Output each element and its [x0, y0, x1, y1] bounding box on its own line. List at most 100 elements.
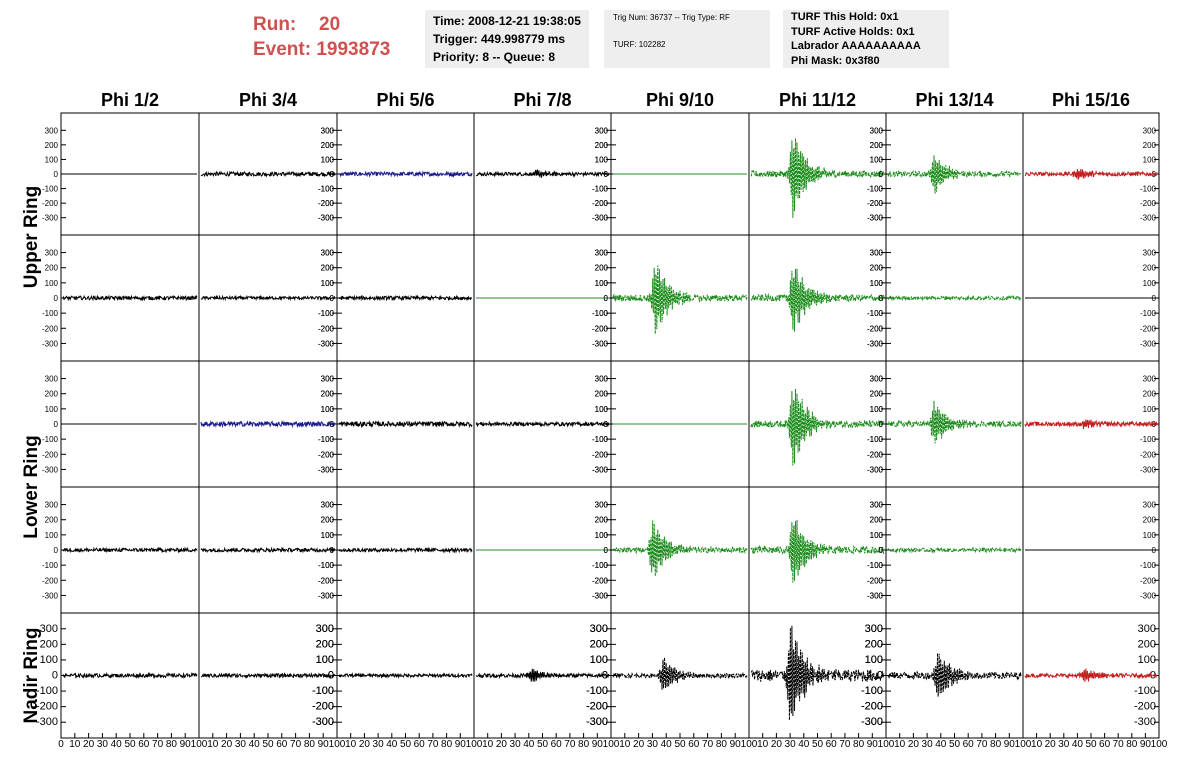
y-tick-label: -200	[592, 324, 609, 333]
y-tick-label: 200	[595, 516, 609, 525]
y-tick-label: 100	[595, 155, 609, 164]
y-tick-label: -100	[867, 435, 884, 444]
x-tick-label: 80	[990, 739, 1002, 750]
y-tick-label: 200	[321, 390, 335, 399]
x-tick-label: 70	[1113, 739, 1125, 750]
y-tick-label: -100	[867, 309, 884, 318]
column-header: Phi 7/8	[513, 90, 571, 110]
x-tick-label: 60	[276, 739, 288, 750]
waveform-trace	[612, 520, 748, 577]
waveform-trace	[338, 546, 473, 554]
waveform-trace	[887, 155, 1022, 194]
waveform-trace	[887, 546, 1022, 554]
waveform-trace	[200, 420, 336, 429]
x-tick-label: 60	[826, 739, 838, 750]
y-tick-label: -200	[867, 324, 884, 333]
y-tick-label: -200	[592, 576, 609, 585]
y-tick-label: 0	[604, 170, 609, 179]
y-tick-label: 200	[1143, 141, 1157, 150]
y-tick-label: -200	[867, 450, 884, 459]
y-tick-label: -300	[592, 214, 609, 223]
y-tick-label: -300	[861, 716, 883, 728]
y-tick-label: 100	[595, 405, 609, 414]
y-tick-label: 100	[590, 654, 608, 666]
y-tick-label: 100	[45, 405, 59, 414]
y-tick-label: 200	[595, 390, 609, 399]
y-tick-label: -100	[867, 309, 884, 318]
x-tick-label: 50	[400, 739, 412, 750]
time-info-box: Time: 2008-12-21 19:38:05 Trigger: 449.9…	[425, 10, 589, 68]
trigger-text: Trigger: 449.998779 ms	[433, 32, 566, 46]
y-tick-label: 0	[54, 170, 59, 179]
y-tick-label: 300	[870, 375, 884, 384]
y-tick-label: 300	[595, 249, 609, 258]
y-tick-label: 0	[54, 294, 59, 303]
y-tick-label: 200	[1138, 638, 1156, 650]
waveform-trace	[750, 519, 885, 583]
y-tick-label: -200	[318, 324, 335, 333]
y-tick-label: -200	[318, 199, 335, 208]
y-tick-label: -200	[318, 450, 335, 459]
y-tick-label: -100	[592, 309, 609, 318]
column-header: Phi 3/4	[239, 90, 297, 110]
y-tick-label: 100	[870, 155, 884, 164]
y-tick-label: -200	[586, 701, 608, 713]
y-tick-label: -300	[318, 591, 335, 600]
x-tick-label: 60	[1099, 739, 1111, 750]
y-tick-label: 100	[321, 155, 335, 164]
y-tick-label: -200	[592, 576, 609, 585]
waveform-trace	[887, 400, 1022, 444]
y-tick-label: -100	[586, 685, 608, 697]
y-tick-label: 300	[321, 375, 335, 384]
y-tick-label: -200	[36, 701, 58, 713]
y-tick-label: 100	[870, 279, 884, 288]
y-tick-label: 100	[316, 654, 334, 666]
x-tick-label: 30	[97, 739, 109, 750]
x-tick-label: 40	[798, 739, 810, 750]
y-tick-label: 300	[865, 623, 883, 635]
x-tick-label: 10	[757, 739, 769, 750]
x-tick-label: 90	[730, 739, 742, 750]
turf-info-box: TURF This Hold: 0x1 TURF Active Holds: 0…	[783, 10, 949, 68]
x-tick-label: 90	[867, 739, 879, 750]
y-tick-label: 0	[330, 546, 335, 555]
y-tick-label: 0	[330, 170, 335, 179]
y-tick-label: -200	[592, 450, 609, 459]
labrador-text: Labrador AAAAAAAAAA	[791, 40, 921, 52]
y-tick-label: -100	[592, 185, 609, 194]
y-tick-label: 300	[45, 375, 59, 384]
y-tick-label: 200	[590, 638, 608, 650]
time-text: Time: 2008-12-21 19:38:05	[433, 14, 581, 28]
x-tick-label: 100	[466, 739, 483, 750]
y-tick-label: 0	[879, 420, 884, 429]
waveform-trace	[750, 625, 885, 721]
y-tick-label: -300	[42, 214, 59, 223]
y-tick-label: -100	[861, 685, 883, 697]
y-tick-label: -100	[42, 185, 59, 194]
y-tick-label: -300	[1140, 465, 1157, 474]
y-tick-label: -100	[318, 435, 335, 444]
y-tick-label: -100	[592, 561, 609, 570]
y-tick-label: -300	[42, 465, 59, 474]
y-tick-label: 200	[595, 264, 609, 273]
y-tick-label: -300	[1140, 339, 1157, 348]
x-tick-label: 80	[716, 739, 728, 750]
y-tick-label: 300	[1143, 249, 1157, 258]
y-tick-label: -300	[318, 339, 335, 348]
x-tick-label: 90	[455, 739, 467, 750]
y-tick-label: 300	[40, 623, 58, 635]
y-tick-label: 200	[40, 638, 58, 650]
waveform-trace	[338, 294, 473, 302]
y-tick-label: -200	[861, 701, 883, 713]
y-tick-label: -300	[867, 591, 884, 600]
y-tick-label: -200	[318, 576, 335, 585]
y-tick-label: 200	[595, 516, 609, 525]
y-tick-label: -300	[867, 339, 884, 348]
y-tick-label: 100	[865, 654, 883, 666]
y-tick-label: 100	[321, 531, 335, 540]
y-tick-label: -300	[592, 591, 609, 600]
y-tick-label: 200	[595, 141, 609, 150]
x-tick-label: 40	[386, 739, 398, 750]
y-tick-label: 100	[1143, 155, 1157, 164]
